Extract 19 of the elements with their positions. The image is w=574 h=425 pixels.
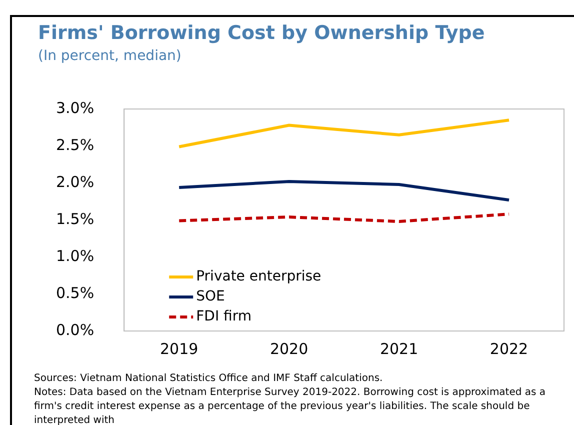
y-tick-label: 0.5%: [56, 284, 94, 302]
source-note: Sources: Vietnam National Statistics Office and IMF Staff calculations.: [34, 372, 384, 386]
legend-label: FDI firm: [196, 308, 252, 325]
x-tick-label: 2020: [270, 340, 308, 358]
y-tick-label: 1.5%: [56, 210, 94, 228]
legend-label: Private enterprise: [196, 268, 322, 285]
x-tick-label: 2019: [160, 340, 198, 358]
chart-subtitle: (In percent, median): [38, 48, 182, 64]
y-tick-label: 2.5%: [56, 136, 94, 154]
y-tick-label: 3.0%: [56, 98, 94, 117]
x-tick-label: 2021: [380, 340, 418, 358]
chart-title: Firms' Borrowing Cost by Ownership Type: [38, 22, 485, 44]
x-tick-label: 2022: [490, 340, 528, 358]
text: Notes: Data based on the Vietnam Enterprise Survey 2019-2022. Borrowing cost is approximated as a firm's credit interest expense as a percentage of the previous year's liabilities. The scale should be interpreted with: [34, 386, 547, 425]
y-tick-label: 0.0%: [56, 320, 94, 339]
legend-label: SOE: [196, 288, 225, 305]
y-tick-label: 2.0%: [56, 172, 94, 191]
line-series: [178, 212, 511, 223]
y-tick-label: 1.0%: [56, 246, 94, 265]
